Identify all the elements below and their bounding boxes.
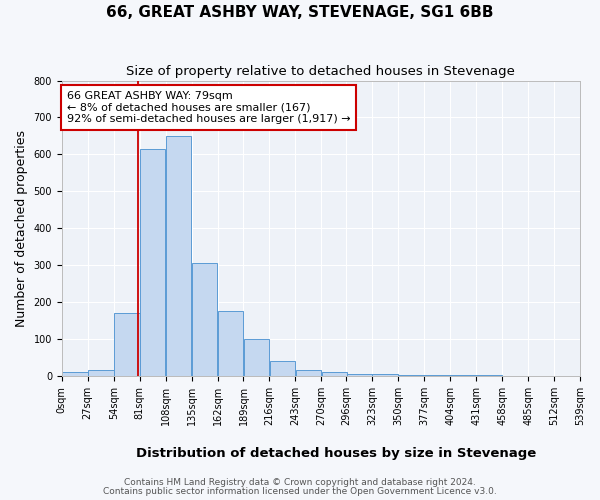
Bar [114, 313, 140, 376]
Bar [398, 375, 424, 376]
Text: Contains public sector information licensed under the Open Government Licence v3: Contains public sector information licen… [103, 486, 497, 496]
Bar [476, 375, 502, 376]
Bar [62, 372, 88, 376]
Bar [269, 361, 295, 376]
Bar [140, 149, 166, 376]
Bar [192, 264, 217, 376]
Bar [88, 370, 113, 376]
Bar [322, 372, 347, 376]
Bar [373, 374, 398, 376]
Bar [166, 136, 191, 376]
Text: 66 GREAT ASHBY WAY: 79sqm
← 8% of detached houses are smaller (167)
92% of semi-: 66 GREAT ASHBY WAY: 79sqm ← 8% of detach… [67, 91, 350, 124]
Bar [451, 375, 476, 376]
Title: Size of property relative to detached houses in Stevenage: Size of property relative to detached ho… [127, 65, 515, 78]
Y-axis label: Number of detached properties: Number of detached properties [15, 130, 28, 326]
Bar [347, 374, 372, 376]
Text: Contains HM Land Registry data © Crown copyright and database right 2024.: Contains HM Land Registry data © Crown c… [124, 478, 476, 487]
Bar [244, 339, 269, 376]
Bar [296, 370, 321, 376]
Bar [218, 312, 244, 376]
Bar [424, 375, 450, 376]
Text: Distribution of detached houses by size in Stevenage: Distribution of detached houses by size … [136, 448, 536, 460]
Text: 66, GREAT ASHBY WAY, STEVENAGE, SG1 6BB: 66, GREAT ASHBY WAY, STEVENAGE, SG1 6BB [106, 5, 494, 20]
